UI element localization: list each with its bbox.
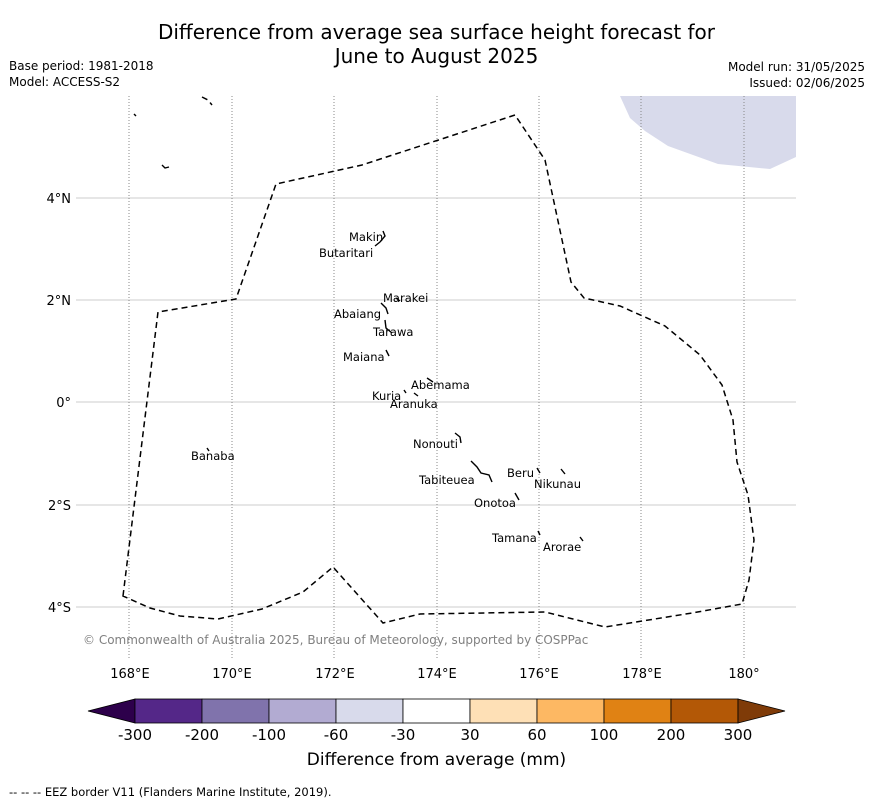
island-banaba [206,447,210,452]
island-small-nw1 [133,113,137,117]
lon-label-168: 168°E [110,667,150,682]
lon-label-176: 176°E [519,667,559,682]
colorbar-bin-8 [603,698,672,724]
island-maiana [385,349,390,357]
meta-left: Base period: 1981-2018 Model: ACCESS-S2 [9,58,154,90]
eez-border [122,114,755,628]
colorbar-extend-high [737,698,786,724]
lon-label-174: 174°E [417,667,457,682]
colorbar-tick-4: -60 [324,726,349,744]
eez-border-north-fragment [201,96,213,106]
island-label-arorae: Arorae [543,540,581,554]
model-name: Model: ACCESS-S2 [9,75,121,89]
lat-label-2s: 2°S [48,499,71,514]
colorbar-bin-7 [536,698,605,724]
colorbar-bin-6 [469,698,538,724]
island-label-nonouti: Nonouti [413,437,458,451]
colorbar-tick-9: 200 [657,726,686,744]
meta-right: Model run: 31/05/2025 Issued: 02/06/2025 [728,59,865,91]
colorbar-bin-2 [201,698,270,724]
title-line-1: Difference from average sea surface heig… [157,20,716,44]
island-abaiang [380,302,389,315]
island-label-onotoa: Onotoa [474,496,516,510]
island-coastlines [133,113,584,542]
island-label-banaba: Banaba [191,449,235,463]
issued-date: Issued: 02/06/2025 [749,76,865,90]
colorbar-tick-2: -200 [185,726,219,744]
lat-label-4n: 4°N [47,192,72,207]
model-run: Model run: 31/05/2025 [727,60,865,74]
island-nikunau [560,468,566,475]
lon-label-180: 180° [728,667,759,682]
colorbar: -300 -200 -100 -60 -30 30 60 100 200 300 [87,698,786,744]
island-marakei [395,297,401,302]
lat-label-2n: 2°N [47,294,72,309]
island-kuria [403,389,407,394]
colorbar-bin-3 [268,698,337,724]
island-label-butaritari: Butaritari [319,246,373,260]
colorbar-extend-low [87,698,136,724]
island-label-beru: Beru [507,466,534,480]
eez-footnote: -- -- -- EEZ border V11 (Flanders Marine… [9,785,332,799]
colorbar-bin-4 [335,698,404,724]
island-tamana [537,530,541,536]
island-arorae [579,536,584,542]
island-label-marakei: Marakei [383,291,428,305]
island-butaritari [374,241,381,247]
colorbar-bin-9 [670,698,739,724]
colorbar-tick-5: -30 [391,726,416,744]
island-label-aranuka: Aranuka [390,397,438,411]
lon-label-170: 170°E [212,667,252,682]
map-area: Makin Butaritari Marakei Abaiang Tarawa … [76,96,796,660]
island-label-abaiang: Abaiang [334,307,381,321]
copyright-note: © Commonwealth of Australia 2025, Bureau… [83,633,588,647]
lon-label-172: 172°E [315,667,355,682]
island-label-tamana: Tamana [491,531,537,545]
colorbar-tick-8: 100 [590,726,619,744]
lat-label-4s: 4°S [48,601,71,616]
island-label-nikunau: Nikunau [534,477,581,491]
island-nonouti [454,432,462,444]
island-tarawa [384,319,393,334]
colorbar-tick-1: -300 [118,726,152,744]
colorbar-bin-1 [134,698,203,724]
island-onotoa [514,492,520,501]
lat-label-0: 0° [56,396,71,411]
colorbar-tick-7: 60 [527,726,546,744]
colorbar-tick-6: 30 [460,726,479,744]
map-title: Difference from average sea surface heig… [0,20,873,68]
colorbar-label: Difference from average (mm) [306,750,567,770]
axis-labels: 4°N 2°N 0° 2°S 4°S 168°E 170°E 172°E 174… [47,192,760,682]
base-period: Base period: 1981-2018 [9,59,154,73]
island-small-nw2 [161,164,170,169]
island-abemama [426,377,434,383]
island-beru [536,467,541,474]
island-aranuka [413,392,419,397]
island-label-abemama: Abemama [411,378,470,392]
anomaly-shading [620,96,796,169]
island-label-kuria: Kuria [372,389,401,403]
island-label-tarawa: Tarawa [372,325,413,339]
island-label-maiana: Maiana [343,350,385,364]
island-makin [379,230,386,243]
colorbar-bin-5 [402,698,471,724]
lon-label-178: 178°E [622,667,662,682]
colorbar-tick-3: -100 [252,726,286,744]
island-label-tabiteuea: Tabiteuea [418,473,475,487]
colorbar-tick-10: 300 [724,726,753,744]
title-line-2: June to August 2025 [334,44,539,68]
island-tabiteuea [470,460,493,483]
island-label-makin: Makin [349,230,383,244]
